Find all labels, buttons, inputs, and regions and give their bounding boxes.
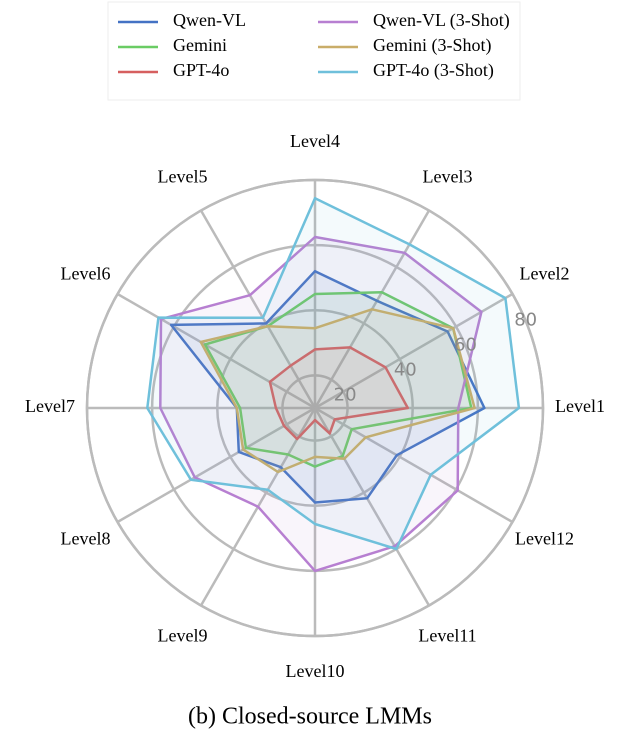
series-area	[199, 308, 476, 474]
category-label: Level7	[25, 396, 75, 416]
series-area	[146, 196, 521, 551]
category-label: Level8	[61, 529, 111, 549]
category-label: Level12	[515, 529, 574, 549]
series-area	[203, 291, 473, 468]
spoke	[116, 292, 316, 410]
legend-label: GPT-4o	[173, 60, 229, 80]
r-tick-label: 80	[514, 310, 537, 331]
category-label: Level11	[418, 626, 476, 646]
category-label: Level1	[555, 396, 605, 416]
category-label: Level4	[290, 131, 340, 151]
legend-label: Gemini	[173, 35, 227, 55]
spoke	[314, 406, 514, 524]
category-label: Level3	[423, 167, 473, 187]
caption: (b) Closed-source LMMs	[188, 704, 432, 730]
category-label: Level5	[158, 167, 208, 187]
spoke	[314, 292, 514, 410]
spoke	[116, 406, 316, 524]
r-tick-label: 20	[334, 385, 357, 406]
legend-label: Qwen-VL	[173, 10, 246, 30]
series-area	[268, 346, 410, 441]
category-label: Level10	[286, 661, 345, 681]
category-label: Level9	[158, 626, 208, 646]
spoke	[199, 209, 317, 409]
legend-label: Qwen-VL (3-Shot)	[373, 10, 510, 31]
r-tick-label: 60	[454, 335, 477, 356]
category-label: Level6	[61, 264, 111, 284]
r-tick-label: 40	[394, 360, 417, 381]
legend-label: GPT-4o (3-Shot)	[373, 60, 494, 81]
legend-box	[107, 1, 521, 101]
legend-label: Gemini (3-Shot)	[373, 35, 492, 56]
category-label: Level2	[520, 264, 570, 284]
spoke	[313, 407, 431, 607]
